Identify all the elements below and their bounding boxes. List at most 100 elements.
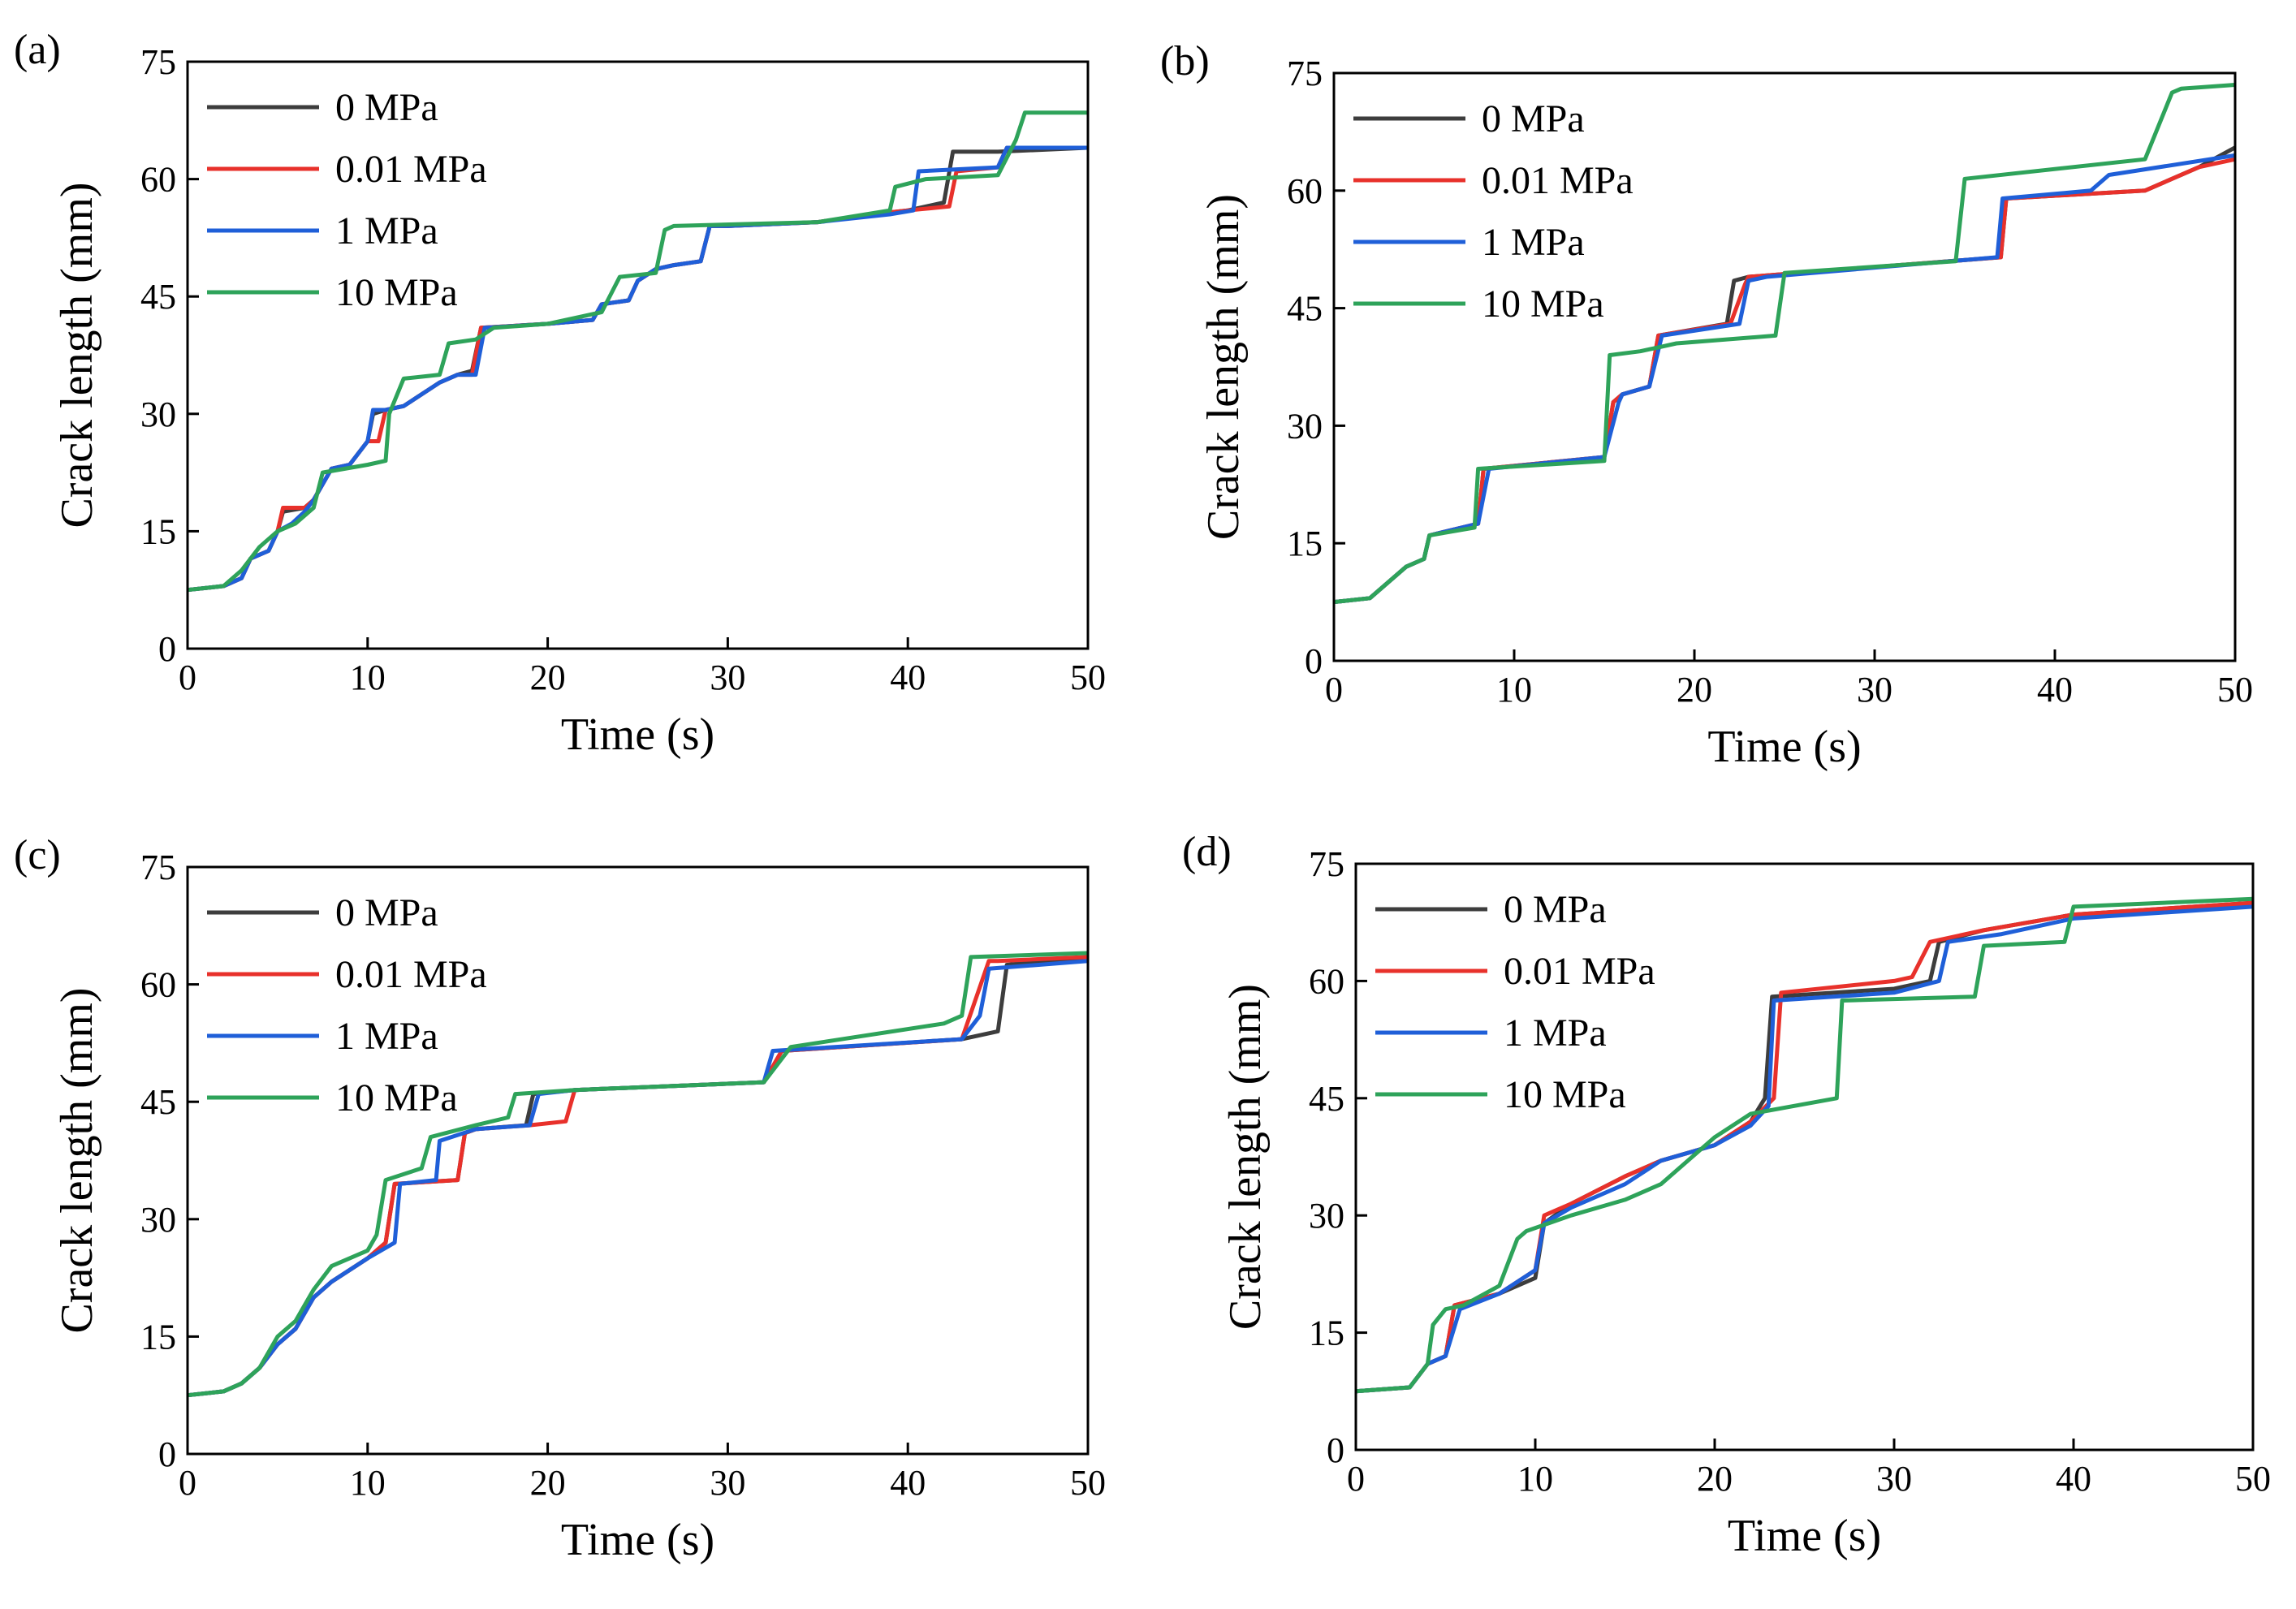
x-tick-label: 40: [890, 658, 926, 697]
legend-label: 10 MPa: [1482, 283, 1604, 326]
legend-label: 10 MPa: [335, 271, 458, 314]
legend-label: 1 MPa: [1482, 221, 1585, 264]
y-tick-label: 30: [1309, 1196, 1344, 1236]
data-line: [187, 145, 1088, 593]
x-tick-label: 20: [1697, 1459, 1733, 1499]
x-tick-label: 50: [1070, 658, 1106, 697]
x-tick-label: 0: [179, 1463, 196, 1503]
x-tick-label: 30: [1857, 670, 1892, 710]
x-tick-label: 0: [1325, 670, 1343, 710]
x-axis-title: Time (s): [561, 1515, 714, 1565]
y-tick-label: 60: [1287, 171, 1323, 211]
y-tick-label: 45: [1309, 1079, 1344, 1119]
y-tick-label: 0: [158, 1434, 176, 1474]
data-line: [1355, 900, 2254, 1394]
data-line: [187, 951, 1089, 1398]
y-tick-label: 30: [140, 395, 176, 434]
y-tick-label: 60: [140, 965, 176, 1005]
y-axis-title: Crack length (mm): [52, 987, 102, 1333]
y-tick-label: 0: [1305, 641, 1323, 681]
panel: 0 10 20 30 40 50 0 15 30 45 60 75 Time (s) Crack leng…: [14, 832, 1106, 1565]
legend-label: 0 MPa: [1482, 97, 1585, 140]
y-tick-label: 15: [1287, 524, 1323, 563]
y-tick-label: 30: [1287, 406, 1323, 446]
data-line: [1333, 83, 2236, 605]
plot-frame: [186, 865, 1090, 1456]
y-tick-label: 0: [158, 629, 176, 669]
x-tick-label: 50: [2217, 670, 2253, 710]
x-tick-label: 40: [2056, 1459, 2091, 1499]
y-tick-label: 15: [140, 1317, 176, 1357]
x-tick-label: 20: [530, 658, 566, 697]
x-tick-label: 10: [1496, 670, 1532, 710]
y-tick-label: 60: [140, 160, 176, 200]
legend-label: 1 MPa: [335, 209, 438, 252]
y-tick-label: 75: [1287, 54, 1323, 93]
y-tick-label: 0: [1327, 1430, 1344, 1470]
plot-frame: [1354, 862, 2255, 1452]
y-tick-label: 15: [140, 511, 176, 551]
x-tick-label: 10: [350, 658, 386, 697]
x-tick-label: 0: [179, 658, 196, 697]
x-tick-label: 20: [530, 1463, 566, 1503]
data-line: [187, 145, 1089, 593]
data-line: [187, 145, 1088, 593]
y-tick-label: 45: [1287, 289, 1323, 329]
data-line: [1355, 904, 2254, 1394]
legend-label: 0.01 MPa: [335, 148, 487, 191]
x-tick-label: 20: [1677, 670, 1712, 710]
data-line: [187, 955, 1089, 1398]
x-tick-label: 30: [1876, 1459, 1912, 1499]
legend-label: 0.01 MPa: [1504, 950, 1655, 993]
panel: 0 10 20 30 40 50 0 15 30 45 60 75 Time (s) Crack leng…: [14, 27, 1106, 760]
panel: 0 10 20 30 40 50 0 15 30 45 60 75 Time (s) Crack leng…: [1160, 38, 2253, 772]
legend-label: 0 MPa: [1504, 888, 1607, 931]
data-line: [1355, 900, 2254, 1394]
x-axis-title: Time (s): [561, 710, 714, 760]
data-line: [1333, 145, 2237, 605]
legend-label: 0 MPa: [335, 86, 438, 129]
y-tick-label: 60: [1309, 961, 1344, 1001]
y-tick-label: 75: [140, 42, 176, 82]
data-line: [1333, 153, 2236, 605]
data-line: [187, 959, 1089, 1398]
data-line: [1355, 896, 2254, 1394]
legend-label: 0 MPa: [335, 891, 438, 934]
x-tick-label: 10: [350, 1463, 386, 1503]
panel-label: (d): [1182, 829, 1232, 875]
y-tick-label: 45: [140, 1082, 176, 1122]
panel-label: (b): [1160, 38, 1210, 84]
y-tick-label: 30: [140, 1200, 176, 1240]
x-tick-label: 40: [2037, 670, 2073, 710]
y-axis-title: Crack length (mm): [1198, 194, 1249, 540]
legend-label: 0.01 MPa: [1482, 159, 1634, 202]
x-tick-label: 30: [710, 658, 745, 697]
y-axis-title: Crack length (mm): [1220, 984, 1271, 1330]
legend-label: 10 MPa: [335, 1076, 458, 1119]
x-tick-label: 50: [1070, 1463, 1106, 1503]
legend-label: 1 MPa: [1504, 1012, 1607, 1055]
plot-frame: [186, 60, 1090, 650]
legend-label: 0.01 MPa: [335, 953, 487, 996]
data-line: [187, 110, 1088, 593]
x-tick-label: 50: [2235, 1459, 2271, 1499]
data-line: [187, 955, 1089, 1398]
legend-label: 10 MPa: [1504, 1073, 1626, 1116]
panel-label: (c): [14, 832, 61, 878]
panel-label: (a): [14, 27, 61, 73]
y-tick-label: 15: [1309, 1314, 1344, 1353]
x-axis-title: Time (s): [1728, 1511, 1881, 1561]
plot-frame: [1332, 71, 2237, 662]
data-line: [1333, 157, 2236, 605]
x-axis-title: Time (s): [1707, 722, 1861, 772]
y-tick-label: 75: [140, 848, 176, 887]
x-tick-label: 30: [710, 1463, 745, 1503]
y-tick-label: 45: [140, 277, 176, 317]
y-tick-label: 75: [1309, 844, 1344, 884]
legend-label: 1 MPa: [335, 1015, 438, 1058]
y-axis-title: Crack length (mm): [52, 182, 102, 528]
panel: 0 10 20 30 40 50 0 15 30 45 60 75 Time (s) Crack leng…: [1182, 829, 2271, 1561]
x-tick-label: 0: [1347, 1459, 1365, 1499]
